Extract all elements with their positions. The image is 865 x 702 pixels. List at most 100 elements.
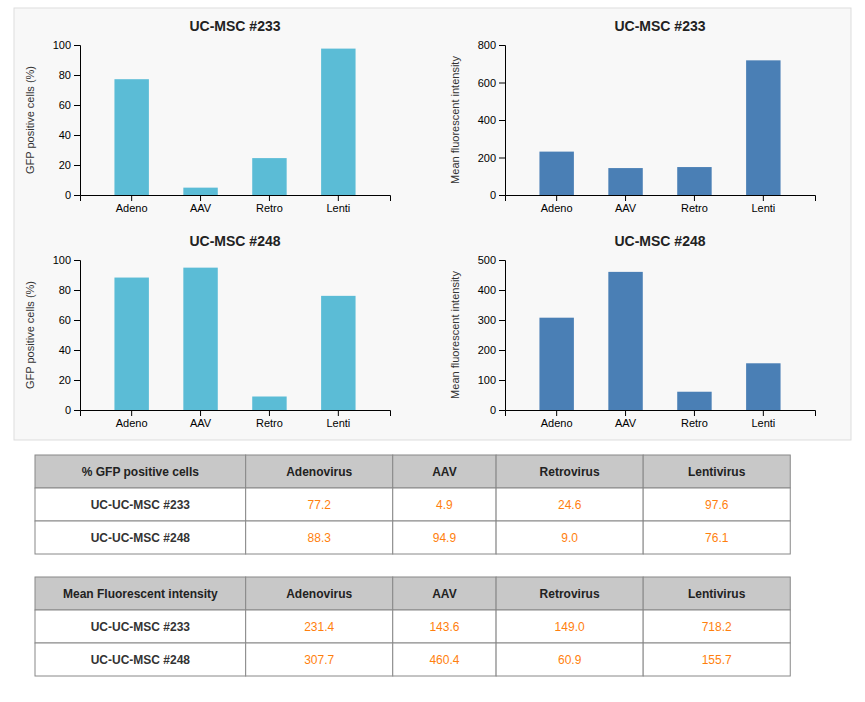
table: % GFP positive cellsAdenovirusAAVRetrovi…	[35, 455, 790, 554]
y-tick-label: 0	[490, 189, 496, 201]
y-tick: 0	[490, 404, 505, 416]
table-cell-box	[643, 521, 790, 554]
y-tick: 400	[478, 284, 505, 296]
table-cell-box	[496, 521, 643, 554]
x-tick-label: Retro	[681, 417, 708, 429]
y-tick-mark	[499, 410, 505, 411]
table-header-cell	[246, 577, 393, 610]
y-tick-mark	[499, 83, 505, 84]
chart-title: UC-MSC #233	[614, 18, 705, 34]
y-tick-label: 0	[65, 404, 71, 416]
table-cell: 143.6	[429, 620, 459, 634]
table-header: Lentivirus	[688, 465, 746, 479]
x-tick-label: Adeno	[116, 202, 148, 214]
y-tick-label: 800	[478, 39, 496, 51]
x-tick-label: Adeno	[541, 202, 573, 214]
table-header: Mean Fluorescent intensity	[63, 587, 218, 601]
axis-line	[499, 46, 506, 196]
y-tick-mark	[499, 380, 505, 381]
x-tick-label: Lenti	[326, 202, 350, 214]
x-axis: Adeno AAV Retro Lenti	[81, 195, 391, 214]
y-axis-title: GFP positive cells (%)	[24, 281, 36, 389]
chart-panel	[14, 8, 851, 440]
bar	[114, 278, 148, 410]
y-tick: 500	[478, 254, 505, 266]
x-tick-label: Lenti	[326, 417, 350, 429]
table-header-cell	[393, 455, 496, 488]
table-header-cell	[496, 577, 643, 610]
table-cell-box	[246, 643, 393, 676]
bar	[183, 268, 217, 410]
x-axis: AdenoAAVRetroLenti	[81, 410, 391, 429]
x-tick-mark	[338, 410, 339, 416]
bar	[677, 392, 711, 410]
x-tick-mark	[556, 410, 557, 416]
table-cell-box	[496, 610, 643, 643]
y-tick-mark	[74, 195, 80, 196]
table-header: AAV	[432, 465, 456, 479]
y-tick-mark	[74, 75, 80, 76]
table-cell-box	[393, 610, 496, 643]
table-cell: 149.0	[555, 620, 585, 634]
table-cell: 76.1	[705, 531, 729, 545]
table-cell: 155.7	[702, 653, 732, 667]
table-cell-box	[246, 521, 393, 554]
bar	[746, 60, 780, 195]
bars	[114, 49, 355, 195]
table-cell: 97.6	[705, 498, 729, 512]
x-tick: Adeno	[541, 195, 573, 214]
y-tick-mark	[74, 350, 80, 351]
y-tick-mark	[74, 320, 80, 321]
table-cell-box	[496, 643, 643, 676]
x-tick: Retro	[256, 195, 283, 214]
table-header-cell	[643, 577, 790, 610]
x-tick: Lenti	[751, 410, 775, 429]
x-tick-mark	[763, 195, 764, 201]
y-axis: 020406080100	[53, 254, 81, 416]
y-tick-label: 60	[59, 99, 71, 111]
y-tick: 0	[65, 189, 80, 201]
y-tick-label: 300	[478, 314, 496, 326]
table-row-label: UC-UC-MSC #248	[91, 653, 191, 667]
y-tick: 60	[59, 314, 80, 326]
bar-chart: AdenoAAVRetroLenti0200400600800UC-MSC #2…	[449, 18, 816, 214]
y-tick-label: 20	[59, 374, 71, 386]
x-tick-label: Lenti	[751, 417, 775, 429]
y-tick-label: 500	[478, 254, 496, 266]
y-tick-label: 400	[478, 284, 496, 296]
x-tick-mark	[694, 410, 695, 416]
x-tick-label: AAV	[190, 202, 212, 214]
y-tick: 40	[59, 129, 80, 141]
table-cell-box	[246, 488, 393, 521]
y-tick: 400	[478, 114, 505, 126]
table-cell-box	[643, 610, 790, 643]
y-tick: 0	[490, 189, 505, 201]
y-tick-label: 80	[59, 284, 71, 296]
table-cell: 94.9	[433, 531, 457, 545]
bar	[539, 318, 573, 410]
axis-line	[74, 261, 81, 411]
table-cell-box	[643, 643, 790, 676]
table-cell: 88.3	[308, 531, 332, 545]
y-axis-title: Mean fluorescent intensity	[449, 56, 461, 184]
table-cell-box	[35, 610, 246, 643]
x-tick-label: Adeno	[541, 417, 573, 429]
x-tick: Lenti	[326, 410, 350, 429]
y-tick: 600	[478, 77, 505, 89]
y-tick: 80	[59, 69, 80, 81]
y-tick-mark	[499, 320, 505, 321]
y-tick: 200	[478, 152, 505, 164]
y-tick-mark	[74, 105, 80, 106]
table-cell-box	[35, 488, 246, 521]
x-tick-mark	[269, 195, 270, 201]
x-tick: Adeno	[116, 410, 148, 429]
table-header-cell	[643, 455, 790, 488]
x-tick: Retro	[681, 195, 708, 214]
x-tick: AAV	[190, 410, 212, 429]
y-tick-mark	[74, 45, 80, 46]
y-tick-mark	[74, 260, 80, 261]
axis-line	[81, 196, 391, 202]
y-tick-mark	[499, 260, 505, 261]
table-cell: 307.7	[304, 653, 334, 667]
x-tick-label: AAV	[615, 202, 637, 214]
